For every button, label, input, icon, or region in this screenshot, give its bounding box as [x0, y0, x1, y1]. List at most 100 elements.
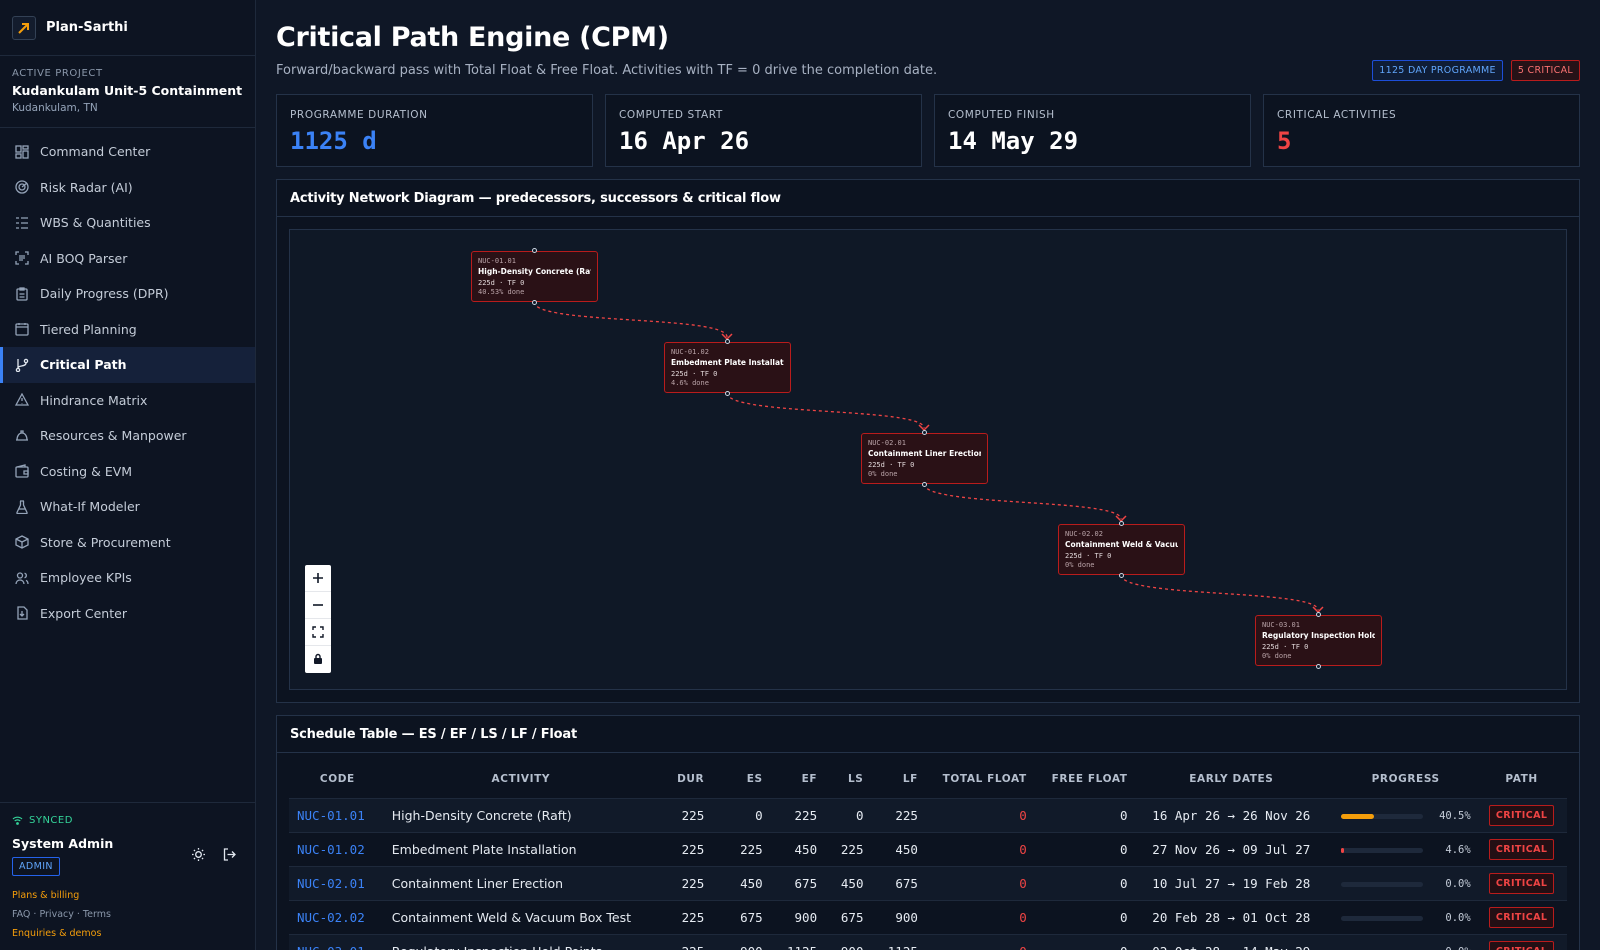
node-code: NUC-02.02: [1065, 530, 1103, 538]
cell-free-float: 0: [1026, 899, 1128, 934]
fit-view-icon: [312, 623, 324, 642]
activity-code-link[interactable]: NUC-01.02: [297, 841, 365, 857]
col-header-activity[interactable]: ACTIVITY: [491, 773, 551, 786]
node-code: NUC-01.01: [478, 257, 516, 265]
network-node[interactable]: NUC-01.02 Embedment Plate Installati... …: [664, 342, 791, 393]
kpi-row: PROGRAMME DURATION 1125 d COMPUTED START…: [276, 94, 1580, 167]
zoom-out-icon: [312, 596, 324, 615]
sidebar-item-employee-kpis[interactable]: Employee KPIs: [0, 560, 255, 596]
col-header-es[interactable]: ES: [746, 773, 763, 786]
node-handle[interactable]: [532, 300, 537, 305]
node-handle[interactable]: [1119, 521, 1124, 526]
sidebar-item-wbs[interactable]: WBS & Quantities: [0, 205, 255, 241]
sidebar-item-label: What-If Modeler: [40, 499, 140, 515]
cell-es: 225: [704, 831, 763, 866]
flask-icon: [14, 499, 30, 515]
cell-progress: 40.5%: [1335, 797, 1477, 832]
sidebar-item-critical-path[interactable]: Critical Path: [0, 347, 255, 383]
table-row[interactable]: NUC-02.01 Containment Liner Erection 225 45…: [289, 865, 1567, 900]
activity-name: Containment Weld & Vacuum Box Test: [385, 899, 656, 934]
col-header-ef[interactable]: EF: [801, 773, 818, 786]
sidebar-item-risk-radar[interactable]: Risk Radar (AI): [0, 170, 255, 206]
kpi-value: 14 May 29: [948, 127, 1079, 155]
list-tree-icon: [14, 215, 30, 231]
col-header-path[interactable]: PATH: [1505, 773, 1538, 786]
node-progress: 40.53% done: [478, 288, 525, 296]
sidebar-item-resources[interactable]: Resources & Manpower: [0, 418, 255, 454]
zoom-out-button[interactable]: [305, 592, 331, 619]
project-kicker: ACTIVE PROJECT: [12, 68, 103, 79]
enquiries-link[interactable]: Enquiries & demos: [12, 928, 102, 939]
cell-lf: 225: [863, 797, 918, 832]
edge-2-3: [726, 392, 925, 429]
sidebar-item-hindrance-matrix[interactable]: Hindrance Matrix: [0, 383, 255, 419]
sun-icon[interactable]: [191, 847, 206, 866]
activity-code-link[interactable]: NUC-03.01: [297, 944, 365, 950]
sidebar-item-costing[interactable]: Costing & EVM: [0, 454, 255, 490]
sidebar-item-command-center[interactable]: Command Center: [0, 134, 255, 170]
node-handle[interactable]: [1119, 573, 1124, 578]
col-header-code[interactable]: CODE: [319, 773, 355, 786]
cell-dur: 225: [655, 831, 705, 866]
clipboard-icon: [14, 286, 30, 302]
node-handle[interactable]: [532, 248, 537, 253]
node-code: NUC-01.02: [671, 348, 709, 356]
progress-bar-fill: [1340, 847, 1345, 853]
network-node[interactable]: NUC-01.01 High-Density Concrete (Raft) 2…: [471, 251, 598, 302]
node-name: Embedment Plate Installati...: [671, 358, 784, 367]
node-handle[interactable]: [922, 482, 927, 487]
page-subtitle: Forward/backward pass with Total Float &…: [276, 63, 938, 78]
col-header-dur[interactable]: DUR: [677, 773, 705, 786]
legal-links[interactable]: FAQ · Privacy · Terms: [12, 909, 111, 920]
table-row[interactable]: NUC-01.01 High-Density Concrete (Raft) 225…: [289, 797, 1567, 832]
node-handle[interactable]: [922, 430, 927, 435]
sidebar-item-boq-parser[interactable]: AI BOQ Parser: [0, 241, 255, 277]
sidebar-item-daily-progress[interactable]: Daily Progress (DPR): [0, 276, 255, 312]
activity-code-link[interactable]: NUC-02.01: [297, 875, 365, 891]
col-header-ls[interactable]: LS: [848, 773, 864, 786]
fit-view-button[interactable]: [305, 619, 331, 646]
sidebar-item-what-if[interactable]: What-If Modeler: [0, 489, 255, 525]
sidebar-item-store-procurement[interactable]: Store & Procurement: [0, 525, 255, 561]
network-node[interactable]: NUC-03.01 Regulatory Inspection Hold... …: [1255, 615, 1382, 666]
plans-billing-link[interactable]: Plans & billing: [12, 890, 80, 901]
sidebar-nav: Command Center Risk Radar (AI) WBS & Qua…: [0, 134, 255, 631]
col-header-progress[interactable]: PROGRESS: [1371, 773, 1440, 786]
cell-progress: 4.6%: [1335, 831, 1477, 866]
role-badge: ADMIN: [12, 857, 60, 876]
table-row[interactable]: NUC-02.02 Containment Weld & Vacuum Box T…: [289, 899, 1567, 934]
cell-path: CRITICAL: [1476, 865, 1567, 900]
cell-early-dates: 20 Feb 28 → 01 Oct 28: [1127, 899, 1336, 934]
cell-lf: 450: [863, 831, 918, 866]
col-header-free-float[interactable]: FREE FLOAT: [1051, 773, 1128, 786]
node-handle[interactable]: [1316, 664, 1321, 669]
logout-icon[interactable]: [222, 847, 237, 866]
node-handle[interactable]: [725, 339, 730, 344]
network-node[interactable]: NUC-02.02 Containment Weld & Vacuu... 22…: [1058, 524, 1185, 575]
col-header-early-dates[interactable]: EARLY DATES: [1189, 773, 1274, 786]
kpi-card-duration: PROGRAMME DURATION 1125 d: [276, 94, 593, 167]
network-canvas[interactable]: NUC-01.01 High-Density Concrete (Raft) 2…: [289, 229, 1567, 690]
node-handle[interactable]: [725, 391, 730, 396]
activity-code-link[interactable]: NUC-01.01: [297, 807, 365, 823]
node-name: Containment Liner Erection: [868, 449, 981, 458]
cell-path: CRITICAL: [1476, 797, 1567, 832]
col-header-lf[interactable]: LF: [902, 773, 918, 786]
sidebar-item-export-center[interactable]: Export Center: [0, 596, 255, 632]
zoom-in-button[interactable]: [305, 565, 331, 592]
col-header-total-float[interactable]: TOTAL FLOAT: [942, 773, 1027, 786]
node-handle[interactable]: [1316, 612, 1321, 617]
active-project[interactable]: ACTIVE PROJECT Kudankulam Unit-5 Contain…: [0, 56, 255, 128]
lock-button[interactable]: [305, 646, 331, 673]
activity-code-link[interactable]: NUC-02.02: [297, 909, 365, 925]
cell-free-float: 0: [1026, 865, 1128, 900]
table-row[interactable]: NUC-01.02 Embedment Plate Installation 225…: [289, 831, 1567, 866]
brand[interactable]: Plan-Sarthi: [0, 0, 255, 56]
table-row[interactable]: NUC-03.01 Regulatory Inspection Hold Poin…: [289, 933, 1567, 950]
network-node[interactable]: NUC-02.01 Containment Liner Erection 225…: [861, 433, 988, 484]
node-name: Containment Weld & Vacuu...: [1065, 540, 1178, 549]
sidebar-item-tiered-planning[interactable]: Tiered Planning: [0, 312, 255, 348]
cell-path: CRITICAL: [1476, 933, 1567, 950]
node-name: High-Density Concrete (Raft): [478, 267, 591, 276]
critical-badge: CRITICAL: [1488, 906, 1555, 928]
